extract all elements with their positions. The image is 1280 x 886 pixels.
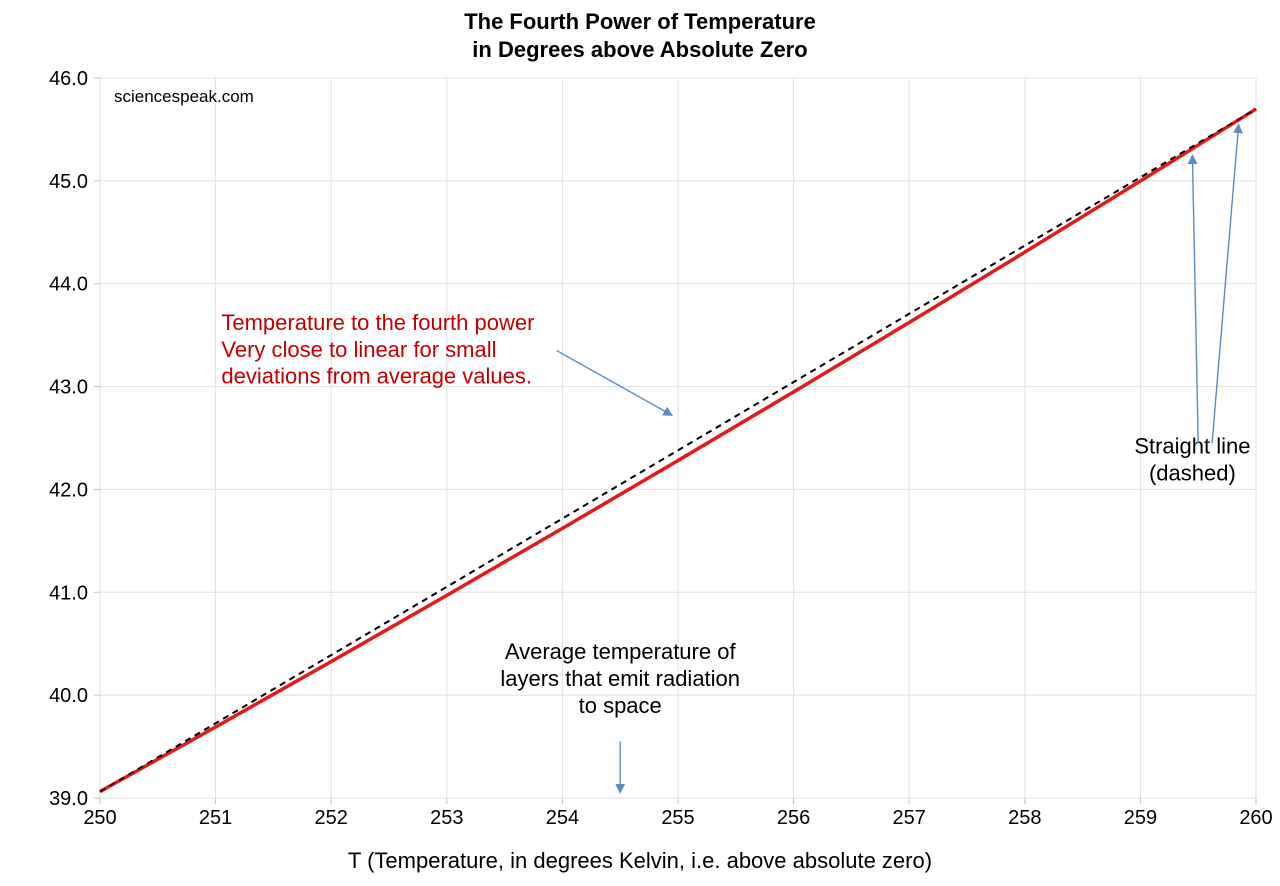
y-tick-label: 45.0 [49, 171, 88, 193]
y-tick-label: 44.0 [49, 274, 88, 296]
x-tick-label: 259 [1124, 807, 1157, 829]
svg-text:Temperature to the fourth powe: Temperature to the fourth power [221, 310, 534, 335]
svg-text:to space: to space [579, 693, 662, 718]
svg-text:Straight line: Straight line [1134, 433, 1250, 458]
annotation-straight-line: Straight line(dashed) [1134, 433, 1250, 485]
svg-text:deviations from average values: deviations from average values. [221, 364, 532, 389]
svg-text:layers that emit radiation: layers that emit radiation [500, 666, 740, 691]
x-tick-label: 250 [83, 807, 116, 829]
x-tick-label: 252 [315, 807, 348, 829]
x-tick-label: 260 [1239, 807, 1272, 829]
annotation-fourth-power: Temperature to the fourth powerVery clos… [221, 310, 534, 389]
chart-svg: 250 251 252 253 254 255 256 257 258 259 260 39.0 40.… [0, 0, 1280, 886]
y-tick-label: 40.0 [49, 685, 88, 707]
x-tick-label: 254 [546, 807, 579, 829]
y-tick-label: 39.0 [49, 788, 88, 810]
svg-text:(dashed): (dashed) [1149, 460, 1236, 485]
y-tick-label: 43.0 [49, 377, 88, 399]
x-tick-label: 258 [1008, 807, 1041, 829]
x-tick-label: 257 [893, 807, 926, 829]
y-tick-label: 41.0 [49, 582, 88, 604]
chart-container: The Fourth Power of Temperature in Degre… [0, 0, 1280, 886]
svg-text:Average temperature of: Average temperature of [505, 639, 737, 664]
y-tick-label: 42.0 [49, 479, 88, 501]
x-tick-label: 256 [777, 807, 810, 829]
x-tick-label: 251 [199, 807, 232, 829]
x-tick-label: 255 [661, 807, 694, 829]
svg-text:Very close to linear for small: Very close to linear for small [221, 337, 496, 362]
attribution-text: sciencespeak.com [114, 87, 254, 106]
y-tick-label: 46.0 [49, 68, 88, 90]
x-tick-label: 253 [430, 807, 463, 829]
